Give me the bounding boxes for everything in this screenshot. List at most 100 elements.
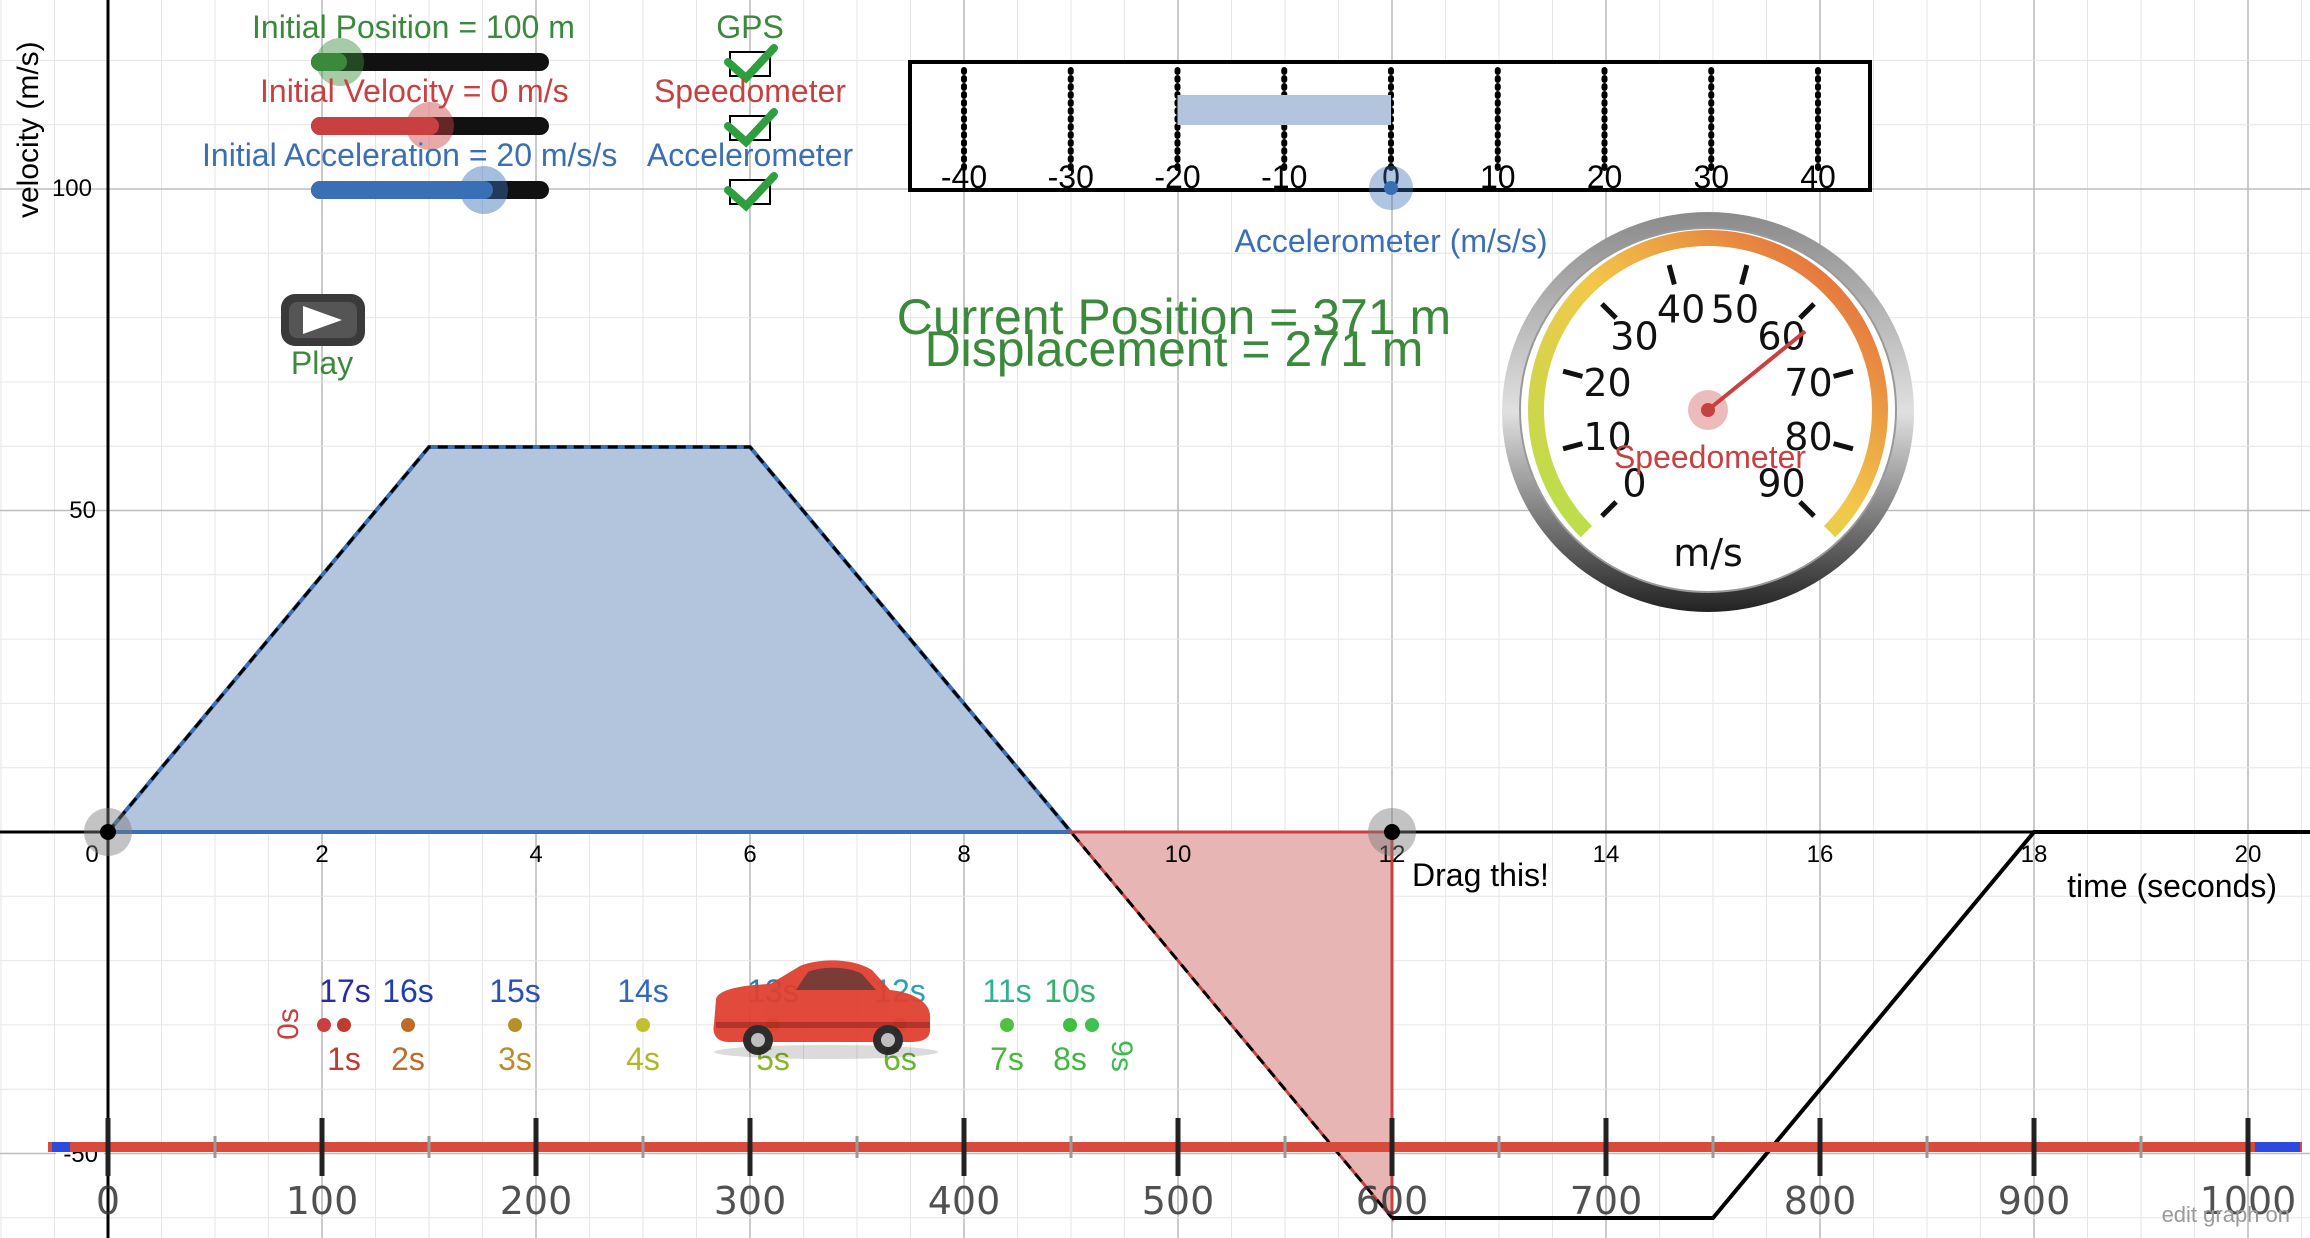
speedometer-checkbox[interactable]: [724, 108, 778, 148]
accelerometer-tick-labels: -40 -30 -20 -10 0 10 20 30 40: [941, 159, 1836, 195]
marker-dot-1s: [337, 1018, 351, 1032]
x-tick-label: 10: [1165, 841, 1192, 868]
watermark: edit graph on: [2162, 1202, 2290, 1227]
velocity-curve-future: [1392, 830, 2310, 1220]
accelerometer-checkbox[interactable]: [724, 172, 778, 212]
marker-1s: 1s: [327, 1041, 361, 1077]
ruler-tick-label: 400: [928, 1179, 1001, 1223]
x-tick-label: 14: [1593, 841, 1620, 868]
ruler-tick-label: 900: [1998, 1179, 2071, 1223]
accelerometer-tick-label: 10: [1480, 159, 1516, 195]
marker-4s: 4s: [626, 1041, 660, 1077]
marker-0s: 0s: [272, 1008, 305, 1040]
position-ruler-ticks: 0 100 200 300 400 500 600 700 800 900 1000: [96, 1118, 2296, 1223]
speedometer-tick-label: 70: [1784, 361, 1832, 405]
marker-dot-4s: [636, 1018, 650, 1032]
marker-7s: 7s: [990, 1041, 1024, 1077]
gps-checkbox[interactable]: [724, 44, 778, 84]
accelerometer-zero-point: [1384, 181, 1398, 195]
ruler-tick-label: 800: [1784, 1179, 1857, 1223]
x-tick-label: 4: [529, 841, 542, 868]
speedometer-major-tick: [1798, 500, 1816, 518]
speedometer-tick-label: 50: [1711, 288, 1759, 332]
y-tick-50: 50: [69, 497, 96, 524]
x-axis-label: time (seconds): [2067, 868, 2277, 904]
ruler-tick-label: 1000: [2200, 1179, 2297, 1223]
marker-16s: 16s: [382, 973, 434, 1009]
speedometer-tick-label: 30: [1610, 314, 1658, 358]
accelerometer-widget: -40 -30 -20 -10 0 10 20 30 40 Accelerometer (m/s…: [908, 60, 1872, 259]
speedometer-major-tick: [1739, 264, 1750, 286]
speedometer-major-tick: [1666, 264, 1677, 286]
ruler-tick-label: 200: [500, 1179, 573, 1223]
marker-17s: 17s: [319, 973, 371, 1009]
accelerometer-bar: [1177, 95, 1391, 125]
marker-dot-3s: [508, 1018, 522, 1032]
speedometer-major-tick: [1600, 500, 1618, 518]
acceleration-slider-thumb[interactable]: [460, 166, 508, 214]
velocity-slider-label: Initial Velocity = 0 m/s: [260, 73, 569, 109]
speedometer-major-tick: [1832, 441, 1854, 452]
play-label: Play: [291, 345, 353, 381]
accelerometer-checkbox-label: Accelerometer: [647, 137, 854, 173]
speedometer-ticks: [1562, 264, 1854, 518]
speedometer-tick-label: 20: [1583, 361, 1631, 405]
play-button[interactable]: [281, 294, 365, 346]
speedometer-hub: [1701, 403, 1715, 417]
speedometer-needle: [1706, 329, 1807, 412]
ruler-tick-label: 500: [1142, 1179, 1215, 1223]
marker-3s: 3s: [498, 1041, 532, 1077]
velocity-curve-dashed: [106, 445, 1394, 1219]
y-tick-100: 100: [52, 175, 92, 202]
ruler-tick-label: 0: [96, 1179, 120, 1223]
accelerometer-tick-label: -30: [1048, 159, 1094, 195]
x-tick-labels: 0 2 4 6 8 10 12 14 16 18 20: [85, 841, 2261, 868]
displacement-readout: Displacement = 271 m: [925, 321, 1424, 377]
speedometer-major-tick: [1600, 302, 1618, 320]
speedometer-tick-label: 90: [1757, 462, 1805, 506]
drag-hint: Drag this!: [1412, 857, 1549, 893]
position-slider-thumb[interactable]: [316, 38, 364, 86]
marker-10s: 10s: [1044, 973, 1096, 1009]
accelerometer-tick-label: 40: [1800, 159, 1836, 195]
marker-9s: 9s: [1105, 1040, 1138, 1072]
marker-2s: 2s: [391, 1041, 425, 1077]
position-slider-label: Initial Position = 100 m: [252, 9, 575, 45]
speedometer-label: Speedometer: [1614, 439, 1806, 475]
marker-15s: 15s: [489, 973, 541, 1009]
speedometer-unit: m/s: [1673, 531, 1743, 575]
time-drag-handle[interactable]: [1384, 824, 1400, 840]
accelerometer-tick-label: -10: [1261, 159, 1307, 195]
x-tick-label: 20: [2235, 841, 2262, 868]
accelerometer-tick-label: -20: [1154, 159, 1200, 195]
ruler-tick-label: 600: [1356, 1179, 1429, 1223]
marker-11s: 11s: [982, 973, 1031, 1009]
speedometer-tick-label: 0: [1622, 462, 1646, 506]
speedometer-tick-label: 10: [1583, 415, 1631, 459]
gps-checkbox-label: GPS: [716, 9, 784, 45]
speedometer-major-tick: [1798, 302, 1816, 320]
accelerometer-tick-label: 30: [1693, 159, 1729, 195]
accelerometer-tick-label: 20: [1587, 159, 1623, 195]
accelerometer-caption: Accelerometer (m/s/s): [1235, 223, 1548, 259]
speedometer-major-tick: [1832, 368, 1854, 379]
x-tick-label: 16: [1807, 841, 1834, 868]
speedometer-color-arc: [1528, 230, 1888, 538]
marker-8s: 8s: [1053, 1041, 1087, 1077]
velocity-slider-thumb[interactable]: [406, 102, 454, 150]
marker-dot-8s: [1063, 1018, 1077, 1032]
x-tick-label: 2: [315, 841, 328, 868]
accelerometer-tick-label: -40: [941, 159, 987, 195]
speedometer-tick-label: 40: [1657, 288, 1705, 332]
play-icon: [303, 306, 342, 334]
marker-dot-0s: [317, 1018, 331, 1032]
y-axis-label: velocity (m/s): [12, 41, 45, 218]
current-position-readout: Current Position = 371 m: [897, 289, 1451, 345]
marker-dot-2s: [401, 1018, 415, 1032]
x-tick-label: 8: [957, 841, 970, 868]
ruler-tick-label: 700: [1570, 1179, 1643, 1223]
origin-point[interactable]: [100, 824, 116, 840]
